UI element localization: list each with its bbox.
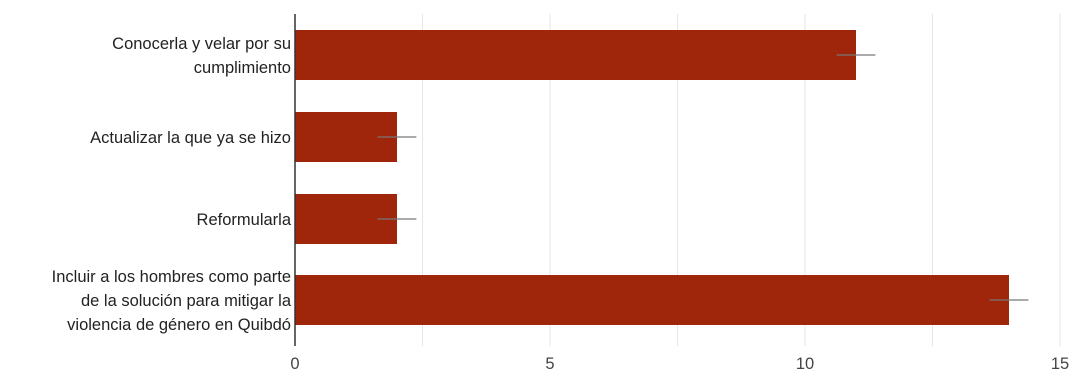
category-label: Conocerla y velar por su cumplimiento xyxy=(112,35,291,77)
category-label-line: de la solución para mitigar la xyxy=(81,292,292,310)
category-label-line: Conocerla y velar por su xyxy=(112,35,291,53)
bar-layer xyxy=(295,30,1029,325)
label-layer: 0 5 10 15 Conocerla y velar por su cumplimien… xyxy=(52,35,1070,373)
category-label-line: Actualizar la que ya se hizo xyxy=(90,129,291,147)
category-label-line: Incluir a los hombres como parte xyxy=(52,268,291,286)
category-label-line: Reformularla xyxy=(197,211,292,229)
x-tick-label: 5 xyxy=(545,355,554,373)
category-label: Reformularla xyxy=(197,211,292,229)
bar xyxy=(295,30,856,80)
category-label-line: violencia de género en Quibdó xyxy=(67,316,291,334)
x-tick-label: 10 xyxy=(796,355,814,373)
x-tick-label: 0 xyxy=(290,355,299,373)
category-label: Incluir a los hombres como parte de la so… xyxy=(52,268,292,334)
category-label: Actualizar la que ya se hizo xyxy=(90,129,291,147)
bar xyxy=(295,275,1009,325)
category-label-line: cumplimiento xyxy=(194,59,291,77)
x-tick-label: 15 xyxy=(1051,355,1069,373)
